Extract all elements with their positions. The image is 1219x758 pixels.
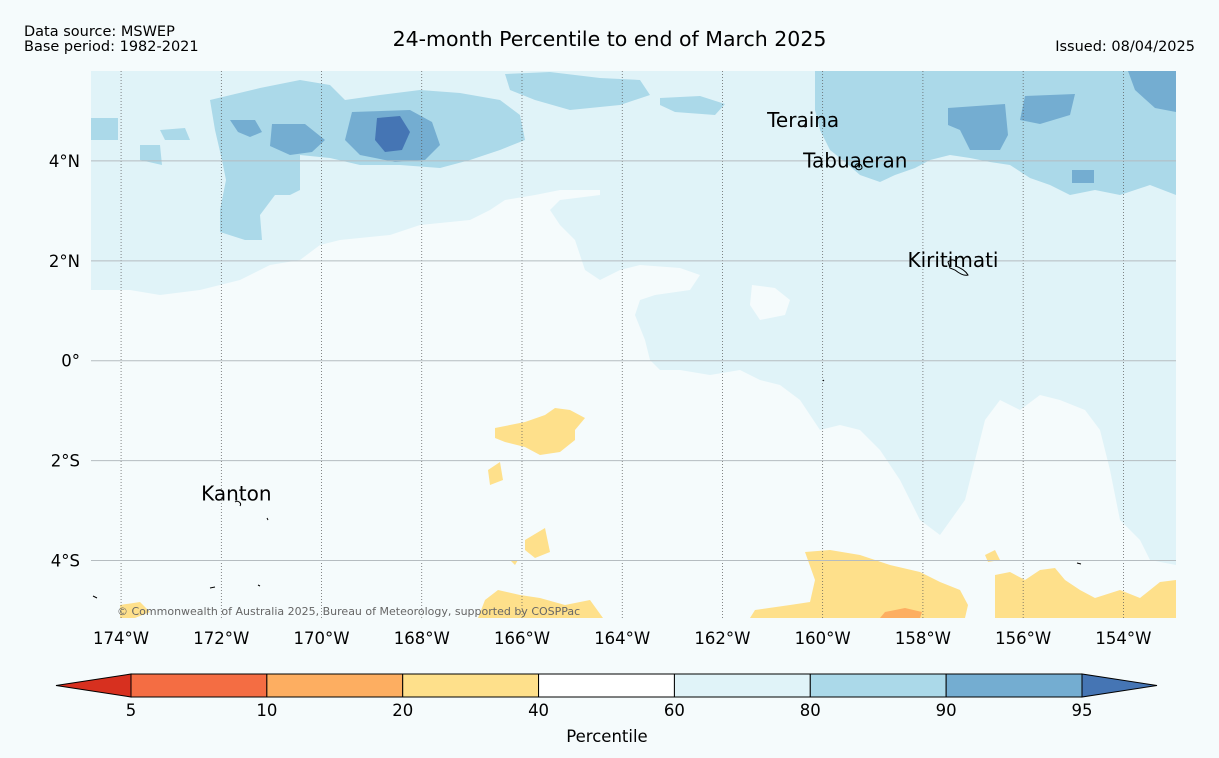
percentile-colorbar <box>55 673 1158 698</box>
copyright-notice: © Commonwealth of Australia 2025, Bureau… <box>117 605 580 618</box>
latitude-tick-labels: 4°N 2°N 0° 2°S 4°S <box>49 152 80 571</box>
islet-birnie <box>266 517 269 521</box>
longitude-tick-label: 164°W <box>594 629 650 648</box>
tabuaeran-island <box>854 163 863 171</box>
colorbar-tick-label: 20 <box>392 701 413 720</box>
teraina-island <box>801 125 807 128</box>
region-80-90-islet <box>1122 133 1135 157</box>
map-gridlines <box>91 71 1176 618</box>
colorbar-segment <box>266 673 404 698</box>
place-labels: Teraina Tabuaeran Kiritimati Kanton <box>201 108 998 506</box>
data-source-label: Data source: MSWEP <box>24 24 175 40</box>
latitude-tick-label: 4°S <box>51 552 80 571</box>
latitude-tick-label: 2°N <box>49 252 80 271</box>
longitude-tick-label: 174°W <box>93 629 149 648</box>
longitude-tick-label: 156°W <box>995 629 1051 648</box>
longitude-tick-label: 160°W <box>795 629 851 648</box>
place-label: Tabuaeran <box>802 148 907 172</box>
longitude-tick-label: 172°W <box>193 629 249 648</box>
colorbar-tick-label: 40 <box>528 701 549 720</box>
colorbar-segment <box>809 673 947 698</box>
longitude-tick-label: 162°W <box>694 629 750 648</box>
longitude-tick-label: 170°W <box>293 629 349 648</box>
islet-southwest <box>92 595 98 599</box>
island-coastlines <box>92 125 1082 599</box>
colorbar-tick-labels: 5 10 20 40 60 80 90 95 <box>126 701 1093 720</box>
region-20-40-central <box>488 408 585 565</box>
region-10-20 <box>880 608 922 618</box>
base-period-label: Base period: 1982-2021 <box>24 39 199 55</box>
islet-nikumaroro <box>257 584 261 587</box>
colorbar-tick-label: 10 <box>256 701 277 720</box>
colorbar-segment <box>673 673 811 698</box>
colorbar-tick-label: 80 <box>800 701 821 720</box>
longitude-tick-label: 168°W <box>394 629 450 648</box>
kiritimati-island <box>947 259 969 276</box>
region-90-95 <box>230 71 1176 183</box>
islet-vostok <box>1076 562 1082 565</box>
colorbar-segment <box>402 673 540 698</box>
colorbar-extend-high <box>1081 673 1158 698</box>
longitude-tick-label: 154°W <box>1095 629 1151 648</box>
longitude-tick-labels: 174°W 172°W 170°W 168°W 166°W 164°W 162°W 160°W… <box>93 629 1151 648</box>
place-label: Kanton <box>201 482 271 506</box>
latitude-tick-label: 0° <box>61 352 80 371</box>
kanton-island <box>234 500 241 507</box>
colorbar-label: Percentile <box>566 727 647 746</box>
islet-manra <box>209 586 216 589</box>
colorbar-segment <box>538 673 675 698</box>
issued-date-label: Issued: 08/04/2025 <box>1055 39 1195 55</box>
longitude-tick-label: 166°W <box>494 629 550 648</box>
colorbar-segment <box>945 673 1083 698</box>
region-60-80-notch-east <box>750 285 790 320</box>
colorbar-tick-label: 60 <box>664 701 685 720</box>
islet-jarvis <box>822 379 825 382</box>
colorbar-tick-label: 95 <box>1072 701 1093 720</box>
map-title: 24-month Percentile to end of March 2025 <box>392 27 827 51</box>
latitude-tick-label: 2°S <box>51 452 80 471</box>
colorbar-segment <box>130 673 268 698</box>
place-label: Teraina <box>766 108 839 132</box>
place-label: Kiritimati <box>907 248 998 272</box>
map-panel: Teraina Tabuaeran Kiritimati Kanton © Commo… <box>91 71 1176 618</box>
colorbar-tick-label: 5 <box>126 701 137 720</box>
region-above-95 <box>375 116 410 152</box>
region-60-80-percentile <box>91 71 1176 565</box>
colorbar-tick-label: 90 <box>936 701 957 720</box>
colorbar-extend-low <box>55 673 132 698</box>
region-20-40-south <box>120 550 1176 618</box>
latitude-tick-label: 4°N <box>49 152 80 171</box>
longitude-tick-label: 158°W <box>895 629 951 648</box>
